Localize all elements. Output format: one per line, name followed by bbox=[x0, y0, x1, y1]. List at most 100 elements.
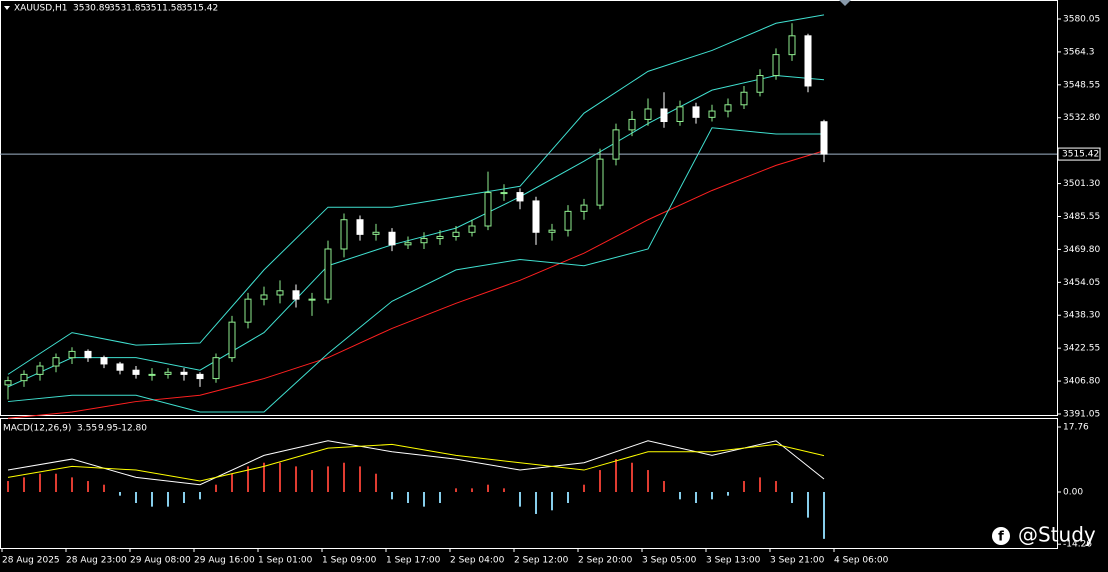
candle-body bbox=[740, 91, 748, 106]
candle-body bbox=[804, 35, 812, 87]
candle-body bbox=[20, 373, 28, 382]
macd-frame bbox=[0, 418, 1058, 549]
close: 3515.42 bbox=[181, 4, 218, 14]
y-tick-label: 3406.80 bbox=[1063, 377, 1100, 387]
x-tick-label: 1 Sep 17:00 bbox=[386, 556, 441, 566]
x-tick-label: 4 Sep 06:00 bbox=[834, 556, 889, 566]
overlay-line bbox=[7, 150, 825, 419]
candle-body bbox=[532, 200, 540, 233]
y-tick-label: 3391.05 bbox=[1063, 409, 1100, 419]
macd-line bbox=[7, 440, 825, 486]
candle-body bbox=[452, 231, 460, 237]
candle-body bbox=[436, 235, 444, 240]
candle-body bbox=[116, 363, 124, 371]
x-tick-label: 3 Sep 05:00 bbox=[642, 556, 697, 566]
candle-body bbox=[292, 290, 300, 300]
x-tick-label: 2 Sep 20:00 bbox=[578, 556, 633, 566]
candle-body bbox=[276, 290, 284, 296]
candle-body bbox=[260, 294, 268, 300]
y-tick-label: 3469.80 bbox=[1063, 245, 1100, 255]
x-tick-label: 28 Aug 23:00 bbox=[66, 556, 127, 566]
candle-body bbox=[340, 219, 348, 250]
y-tick-label: 17.76 bbox=[1063, 423, 1089, 433]
main-frame bbox=[0, 0, 1058, 416]
candle-body bbox=[100, 357, 108, 365]
y-tick-label: 3580.05 bbox=[1063, 14, 1100, 24]
y-tick-label: 3532.80 bbox=[1063, 113, 1100, 123]
macd-reading: -12.80 bbox=[118, 424, 147, 434]
candle-body bbox=[500, 192, 508, 195]
candle-body bbox=[676, 106, 684, 123]
x-tick-label: 2 Sep 04:00 bbox=[450, 556, 505, 566]
overlay-line bbox=[7, 127, 824, 413]
x-tick-label: 29 Aug 08:00 bbox=[130, 556, 191, 566]
candle-body bbox=[628, 118, 636, 131]
candle-body bbox=[644, 108, 652, 120]
y-tick-label: 3438.30 bbox=[1063, 311, 1100, 321]
candle-body bbox=[484, 192, 492, 227]
candle-body bbox=[820, 121, 828, 155]
y-tick-label: 3501.30 bbox=[1063, 179, 1100, 189]
candle-body bbox=[36, 365, 44, 375]
y-tick-label: -14.26 bbox=[1063, 540, 1092, 550]
candle-body bbox=[4, 380, 12, 386]
y-tick-label: 3422.55 bbox=[1063, 344, 1100, 354]
candle-body bbox=[356, 219, 364, 235]
candle-body bbox=[196, 373, 204, 380]
candle-body bbox=[372, 231, 380, 235]
candle-body bbox=[244, 298, 252, 323]
candle-body bbox=[772, 54, 780, 77]
macd-label: MACD(12,26,9) bbox=[3, 424, 71, 434]
price-label-box bbox=[1057, 147, 1101, 161]
candle-body bbox=[564, 210, 572, 231]
candle-body bbox=[788, 35, 796, 56]
low: 3511.58 bbox=[145, 4, 182, 14]
open: 3530.89 bbox=[73, 4, 110, 14]
x-tick-label: 1 Sep 01:00 bbox=[258, 556, 313, 566]
candle-body bbox=[660, 108, 668, 123]
shift-marker bbox=[839, 0, 851, 6]
watermark: f @Study bbox=[992, 523, 1096, 547]
facebook-icon bbox=[992, 527, 1010, 545]
candle-body bbox=[228, 321, 236, 359]
candle-body bbox=[212, 357, 220, 380]
high: 3531.85 bbox=[109, 4, 146, 14]
facebook-f: f bbox=[998, 530, 1004, 545]
y-tick-label: 0.00 bbox=[1063, 488, 1083, 498]
candle-body bbox=[756, 75, 764, 93]
candle-body bbox=[612, 129, 620, 160]
candle-body bbox=[420, 238, 428, 244]
y-tick-label: 3454.05 bbox=[1063, 278, 1100, 288]
candle-body bbox=[84, 350, 92, 359]
candle-body bbox=[132, 369, 140, 375]
candle-body bbox=[148, 373, 156, 376]
menu-arrow[interactable] bbox=[4, 6, 10, 10]
macd-reading: 9.95 bbox=[98, 424, 118, 434]
x-tick-label: 2 Sep 12:00 bbox=[514, 556, 569, 566]
candle-body bbox=[388, 231, 396, 246]
x-tick-label: 28 Aug 2025 bbox=[2, 556, 60, 566]
symbol: XAUUSD,H1 bbox=[14, 4, 68, 14]
y-tick-label: 3564.3 bbox=[1063, 47, 1095, 57]
candle-body bbox=[180, 371, 188, 375]
candle-body bbox=[516, 192, 524, 202]
header: XAUUSD,H1 3530.89 3531.85 3511.58 3515.4… bbox=[3, 4, 218, 434]
candle-body bbox=[324, 248, 332, 300]
macd-reading: 3.55 bbox=[77, 424, 97, 434]
x-tick-label: 3 Sep 21:00 bbox=[770, 556, 825, 566]
candle-body bbox=[692, 106, 700, 118]
candle-body bbox=[596, 158, 604, 206]
candle-body bbox=[468, 225, 476, 233]
macd-line bbox=[7, 443, 825, 482]
candle-body bbox=[580, 204, 588, 212]
candle-body bbox=[52, 357, 60, 367]
candle-body bbox=[68, 350, 76, 359]
y-tick-label: 3485.55 bbox=[1063, 212, 1100, 222]
y-tick-label: 3548.55 bbox=[1063, 80, 1100, 90]
x-tick-label: 29 Aug 16:00 bbox=[194, 556, 255, 566]
candle-body bbox=[404, 242, 412, 246]
x-tick-label: 3 Sep 13:00 bbox=[706, 556, 761, 566]
candle-body bbox=[548, 229, 556, 233]
